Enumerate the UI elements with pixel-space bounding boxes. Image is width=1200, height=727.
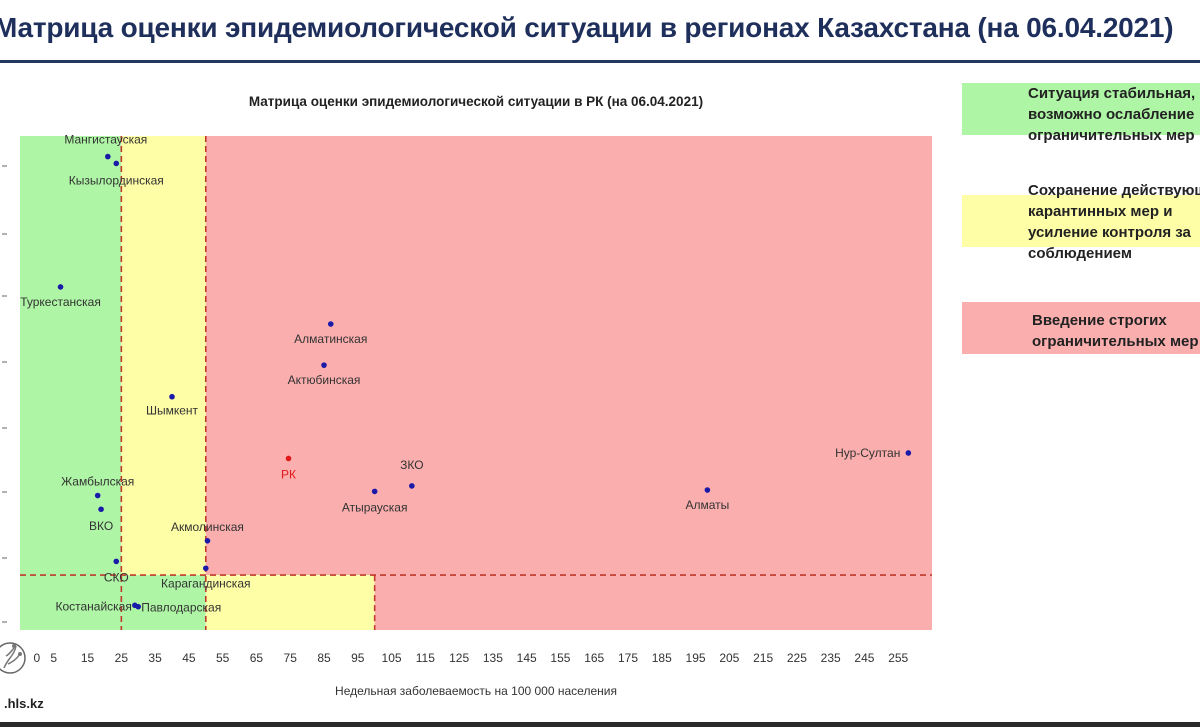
x-tick-label: 155 — [550, 651, 570, 665]
data-point — [409, 483, 415, 489]
bottom-bar — [0, 722, 1200, 727]
x-tick-label: 35 — [148, 651, 162, 665]
zone-yellow-lower — [205, 575, 375, 630]
y-axis-ticks — [2, 165, 7, 623]
scatter-chart: 0 5 15 25 35 45 55 65 75 85 95 105 115 125 135 145 155 16… — [2, 94, 933, 698]
x-tick-label: 65 — [250, 651, 264, 665]
data-point — [204, 538, 211, 544]
x-tick-label: 185 — [652, 651, 672, 665]
x-tick-label: 55 — [216, 651, 230, 665]
zone-yellow-upper — [121, 136, 206, 576]
point-label: РК — [281, 467, 296, 481]
x-tick-label: 135 — [483, 651, 503, 665]
legend-text-green: Ситуация стабильная, возможно ослабление… — [1028, 85, 1196, 144]
data-point — [169, 393, 175, 400]
x-tick-label: 225 — [787, 651, 807, 665]
data-point — [113, 558, 120, 565]
point-label: Акмолинская — [171, 520, 244, 534]
data-point — [94, 492, 101, 499]
point-label: Алматинская — [294, 332, 367, 346]
legend-swatch-red — [962, 302, 1200, 354]
chart-zones — [20, 136, 933, 630]
data-points — [57, 153, 912, 610]
point-labels: Мангистауская Кызылординская Туркестанская… — [20, 133, 900, 615]
data-point — [98, 506, 104, 513]
site-label: .hls.kz — [4, 696, 44, 711]
point-label: Павлодарская — [141, 601, 221, 615]
data-point — [905, 450, 912, 456]
x-tick-label: 235 — [821, 651, 841, 665]
x-tick-label: 115 — [416, 651, 435, 665]
point-label: Атырауская — [342, 500, 408, 514]
legend-text-red: Введение строгих ограничительных мер — [1032, 312, 1199, 350]
data-point — [113, 160, 120, 167]
x-tick-label: 25 — [115, 651, 129, 665]
data-point — [327, 321, 334, 327]
threshold-lines — [20, 136, 932, 630]
point-label: Мангистауская — [64, 133, 147, 147]
x-tick-label: 145 — [517, 651, 537, 665]
zone-green-lower — [121, 575, 206, 630]
data-point — [105, 153, 111, 160]
legend-text-yellow: Сохранение действующих карантинных мер и… — [1028, 182, 1200, 262]
x-tick-label: 15 — [81, 651, 95, 665]
zone-green — [20, 136, 122, 630]
x-axis-label: Недельная заболеваемость на 100 000 насе… — [335, 684, 617, 698]
point-label: Нур-Султан — [835, 446, 900, 460]
zone-red — [205, 136, 932, 576]
x-tick-label: 5 — [50, 651, 57, 665]
data-point — [57, 284, 64, 290]
hls-logo-icon — [0, 642, 26, 674]
x-tick-label: 45 — [182, 651, 196, 665]
x-tick-label: 85 — [317, 651, 331, 665]
x-tick-label: 255 — [888, 651, 908, 665]
point-label: Костанайская — [55, 599, 131, 613]
x-axis-ticks: 0 5 15 25 35 45 55 65 75 85 95 105 115 125 135 145 155 16… — [34, 651, 909, 665]
title-divider — [0, 60, 1200, 63]
point-label: Кызылординская — [69, 173, 164, 187]
point-label: Карагандинская — [161, 576, 250, 590]
data-point — [285, 455, 292, 462]
data-point — [704, 487, 711, 493]
point-label: ЗКО — [400, 458, 423, 472]
point-label: Жамбылская — [61, 475, 134, 489]
point-label: ВКО — [89, 519, 113, 533]
x-tick-label: 95 — [351, 651, 365, 665]
zone-red-lower — [374, 575, 933, 630]
chart-title: Матрица оценки эпидемиологической ситуац… — [249, 94, 703, 109]
point-label: Шымкент — [146, 404, 199, 418]
x-tick-label: 105 — [382, 651, 402, 665]
point-label: Актюбинская — [288, 373, 361, 387]
data-point — [371, 488, 378, 495]
data-point — [321, 362, 327, 368]
x-tick-label: 165 — [584, 651, 604, 665]
x-tick-label: 195 — [686, 651, 706, 665]
legend-swatch-yellow — [962, 195, 1200, 247]
x-tick-label: 125 — [449, 651, 469, 665]
page-title: Матрица оценки эпидемиологической ситуац… — [0, 12, 1174, 43]
x-tick-label: 245 — [854, 651, 874, 665]
x-tick-label: 215 — [753, 651, 773, 665]
x-tick-label: 0 — [34, 651, 41, 665]
data-point — [135, 603, 142, 610]
x-tick-label: 175 — [618, 651, 638, 665]
x-tick-label: 75 — [284, 651, 298, 665]
data-point — [202, 565, 209, 572]
point-label: Алматы — [685, 498, 729, 512]
x-tick-label: 205 — [719, 651, 739, 665]
legend-swatch-green — [962, 83, 1200, 135]
point-label: СКО — [104, 570, 129, 584]
point-label: Туркестанская — [20, 295, 101, 309]
